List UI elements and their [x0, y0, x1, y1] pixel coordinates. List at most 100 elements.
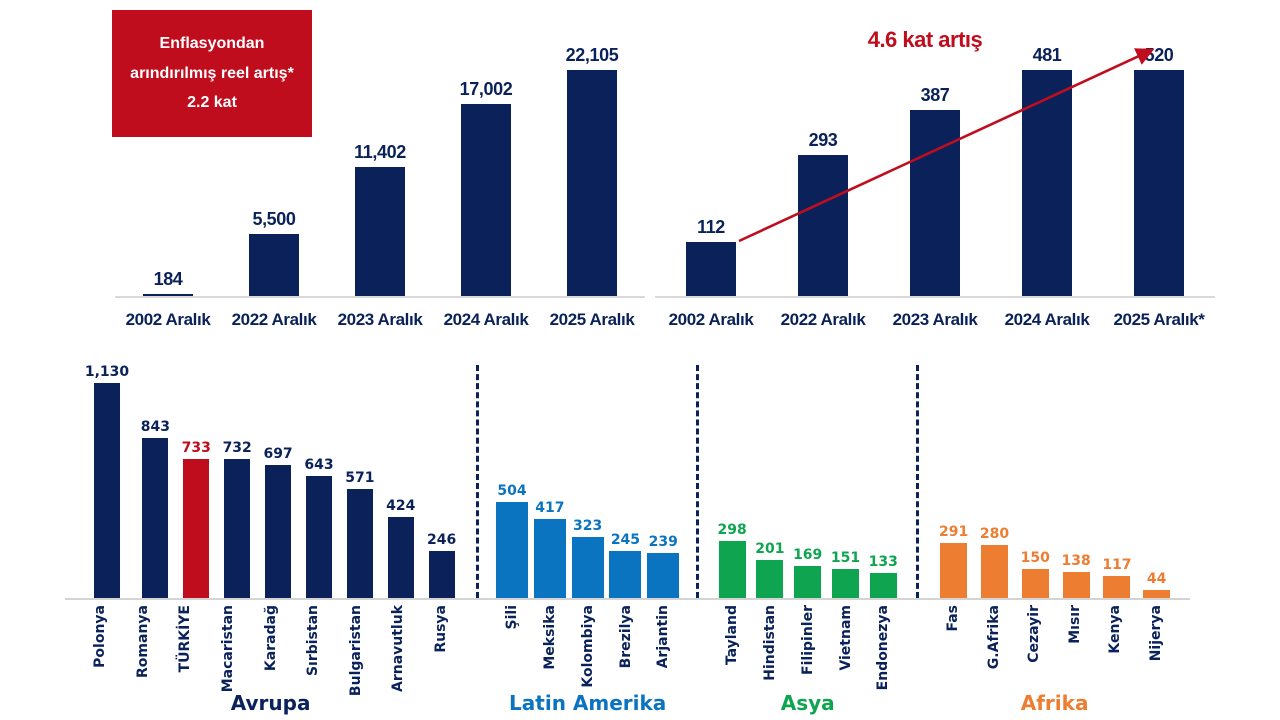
category-label: Macaristan — [220, 605, 237, 693]
bar-value-label: 22,105 — [565, 45, 619, 65]
bar-slot: 504 — [496, 358, 529, 598]
category-label-slot: G.Afrika — [974, 605, 1014, 669]
category-label-slot: Bulgaristan — [334, 605, 377, 696]
category-label: Tayland — [724, 605, 741, 666]
bar-slot: 298 — [717, 358, 747, 598]
bar-value-label: 133 — [868, 554, 898, 570]
bar-slot: 169 — [793, 358, 822, 598]
bar-slot: 239 — [647, 358, 680, 598]
region-plot-area: 298 201 169 151 133 — [699, 358, 916, 598]
bar — [1022, 70, 1072, 296]
bar-slot: 697 — [263, 358, 293, 598]
bar-slot: 733 — [182, 358, 211, 598]
bar — [794, 566, 822, 598]
bar-slot: 17,002 — [433, 45, 539, 296]
nominal-wage-chart: 184 5,500 11,402 17,002 22,105 2002 Aralık 20… — [115, 45, 645, 330]
category-label: 2022 Aralık — [780, 310, 866, 329]
bar — [346, 489, 373, 598]
bar — [609, 551, 642, 598]
bar-slot: 44 — [1143, 358, 1171, 598]
bar-value-label: 697 — [263, 446, 293, 462]
bar-slot: 11,402 — [327, 45, 433, 296]
bar-value-label: 112 — [697, 217, 725, 237]
category-label-slot: Romanya — [122, 605, 165, 678]
country-comparison-chart: 1,130 843 733 732 697 643 571 424 246 Polonya Roma… — [65, 358, 1190, 715]
bar-value-label: 298 — [717, 522, 747, 538]
region-category-axis: Tayland Hindistan Filipinler Vietnam Endonez… — [699, 605, 916, 691]
bar-slot: 184 — [115, 45, 221, 296]
bar-value-label: 117 — [1102, 557, 1132, 573]
bar-value-label: 246 — [427, 532, 457, 548]
region-plot-area: 1,130 843 733 732 697 643 571 424 246 — [65, 358, 476, 598]
bar — [756, 560, 784, 598]
category-label: Brezilya — [617, 605, 634, 669]
category-label: Arjantin — [655, 605, 672, 669]
category-label: 2002 Aralık — [668, 310, 754, 329]
category-label: 2024 Aralık — [443, 310, 529, 329]
bar — [831, 569, 859, 598]
bar — [387, 517, 414, 598]
usd-wage-chart: 4.6 kat artış 112 293 387 481 520 2002 Aralı… — [655, 27, 1215, 330]
category-label: Polonya — [92, 605, 109, 668]
bar — [1134, 70, 1184, 296]
category-label: Endonezya — [875, 605, 892, 691]
bar-value-label: 201 — [755, 541, 785, 557]
bar-value-label: 843 — [140, 419, 171, 435]
category-label-slot: Meksika — [531, 605, 569, 670]
usd-wage-plot-area: 4.6 kat artış 112 293 387 481 520 — [655, 27, 1215, 298]
bar — [1021, 569, 1049, 598]
real-increase-annotation-box: Enflasyondan arındırılmış reel artış* 2.… — [112, 10, 312, 137]
bar-slot: 291 — [939, 358, 968, 598]
annotation-line-3: 2.2 kat — [187, 94, 237, 112]
region-group-3: 291 280 150 138 117 44 Fas G.Afrika Cezayir Mısır… — [919, 358, 1190, 715]
bar — [869, 573, 897, 598]
category-label: 2023 Aralık — [337, 310, 423, 329]
bar-value-label: 184 — [153, 269, 183, 289]
category-label-slot: Polonya — [79, 605, 122, 668]
annotation-line-2: arındırılmış reel artış* — [130, 64, 294, 82]
category-label: Bulgaristan — [347, 605, 364, 697]
bar-value-label: 169 — [793, 547, 823, 563]
bar-value-label: 17,002 — [459, 79, 513, 99]
annotation-line-1: Enflasyondan — [159, 35, 265, 53]
usd-wage-category-axis: 2002 Aralık 2022 Aralık 2023 Aralık 2024 Ar… — [655, 310, 1215, 330]
category-label: Nijerya — [1147, 605, 1164, 662]
category-label: Meksika — [541, 605, 558, 670]
bar-value-label: 387 — [920, 85, 950, 105]
bar-slot: 293 — [767, 45, 879, 296]
category-label-slot: Şili — [493, 605, 531, 629]
bar — [718, 541, 746, 598]
category-label: Mısır — [1066, 605, 1083, 644]
bar — [461, 104, 511, 296]
bar-value-label: 417 — [535, 500, 565, 516]
bar-value-label: 5,500 — [252, 209, 296, 229]
bar-slot: 245 — [609, 358, 642, 598]
bar — [224, 459, 251, 598]
bar-value-label: 293 — [808, 130, 838, 150]
category-label-slot: Fas — [933, 605, 973, 632]
bar-slot: 732 — [223, 358, 252, 598]
bar — [533, 519, 566, 598]
bar-value-label: 481 — [1032, 45, 1062, 65]
bar-slot: 151 — [831, 358, 860, 598]
bar-slot: 280 — [980, 358, 1009, 598]
trend-annotation-label: 4.6 kat artış — [867, 27, 983, 52]
category-label: Fas — [945, 605, 962, 632]
bar-slot: 201 — [755, 358, 785, 598]
category-label: G.Afrika — [985, 605, 1002, 670]
bar-slot: 520 — [1103, 45, 1215, 296]
category-label-slot: Sırbistan — [292, 605, 335, 676]
bar — [1143, 590, 1171, 598]
bar-value-label: 504 — [497, 483, 527, 499]
bar — [647, 553, 680, 598]
bar — [142, 438, 169, 598]
category-label: Şili — [504, 605, 521, 630]
bar-slot: 246 — [427, 358, 456, 598]
bar-value-label: 44 — [1146, 571, 1167, 587]
bar-value-label: 323 — [573, 518, 603, 534]
category-label-slot: Brezilya — [607, 605, 645, 668]
region-title: Latin Amerika — [509, 691, 667, 715]
bar-slot: 843 — [141, 358, 170, 598]
category-label: Filipinler — [799, 605, 816, 675]
bar-value-label: 520 — [1144, 45, 1174, 65]
